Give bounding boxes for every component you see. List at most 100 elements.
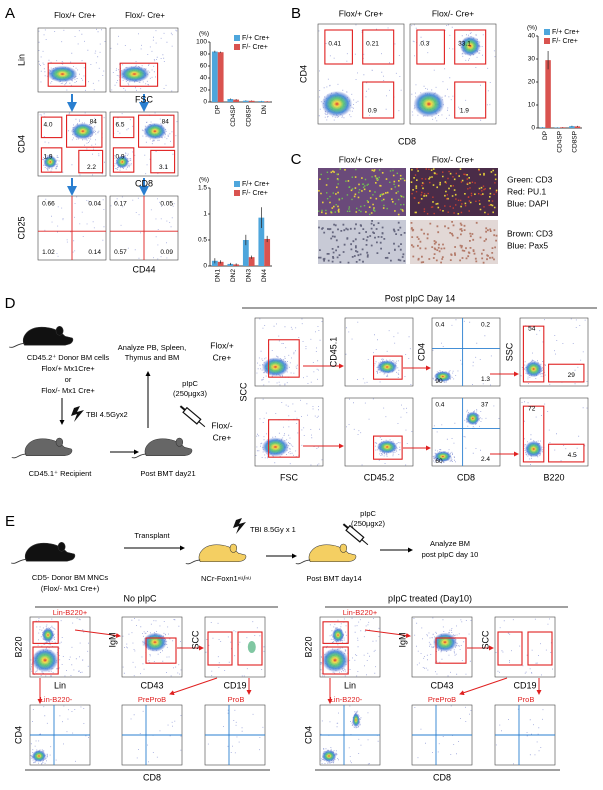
- gate: [416, 29, 445, 65]
- column-header: Flox/- Cre+: [125, 11, 165, 20]
- plot-frame: [109, 27, 179, 93]
- gate-percent: 60: [435, 458, 443, 465]
- y-tick-label: 1.5: [198, 185, 207, 192]
- bar: [242, 240, 249, 266]
- schematic-text: Analyze PB, Spleen,: [118, 343, 186, 352]
- gate-percent: 0.57: [114, 249, 127, 256]
- column-header: Flox/- Cre+: [432, 154, 474, 164]
- gate-percent: 84: [90, 118, 98, 125]
- legend-swatch: [234, 190, 240, 196]
- arrow: [74, 629, 121, 638]
- mouse-ear: [175, 437, 184, 447]
- gate: [522, 325, 545, 383]
- y-tick-label: 30: [528, 56, 536, 63]
- schematic-text: Post BMT day21: [140, 469, 195, 478]
- axis-label: SCC: [238, 382, 248, 402]
- bar: [574, 126, 581, 128]
- gate: [435, 637, 467, 664]
- y-tick-label: 1: [203, 211, 207, 218]
- schematic-text: Transplant: [134, 531, 170, 540]
- gate-percent: 0.9: [115, 154, 124, 161]
- axis-label: CD4: [303, 726, 313, 744]
- axis-label: CD45.1: [328, 337, 338, 368]
- bar: [211, 51, 218, 102]
- gate: [522, 405, 545, 463]
- gate: [112, 116, 135, 139]
- density: [31, 750, 47, 762]
- mouse-icon: [9, 326, 74, 348]
- axis-label: FSC: [135, 94, 154, 104]
- legend-label: F/- Cre+: [242, 44, 268, 51]
- stain-legend: Brown: CD3: [507, 228, 553, 238]
- panel-label: C: [291, 151, 302, 168]
- mouse-icon: [131, 437, 193, 459]
- gate: [40, 116, 63, 139]
- gate: [237, 631, 263, 666]
- x-tick-label: DP: [542, 131, 549, 140]
- y-tick-label: 100: [196, 39, 207, 46]
- y-tick-label: 20: [528, 79, 536, 86]
- gate: [207, 631, 233, 666]
- density: [321, 750, 337, 762]
- density: [376, 440, 398, 454]
- axis-label: CD8: [135, 178, 153, 188]
- bar: [248, 100, 255, 102]
- gate-label: ProB: [228, 695, 245, 704]
- axis-label: CD19: [513, 680, 536, 690]
- schematic-text: pIpC: [182, 379, 198, 388]
- stain-legend: Blue: Pax5: [507, 240, 548, 250]
- stain-legend: Green: CD3: [507, 174, 553, 184]
- y-tick-label: 0.5: [198, 237, 207, 244]
- row-label: Flox/+: [210, 340, 233, 350]
- gate: [322, 621, 349, 644]
- gate: [78, 149, 104, 174]
- gate-percent: 1.3: [481, 376, 490, 383]
- axis-label: CD43: [140, 680, 163, 690]
- panel-label: A: [5, 5, 15, 22]
- axis-label: CD8: [398, 136, 416, 146]
- density: [321, 91, 353, 117]
- plot-frame: [204, 616, 266, 678]
- cluster: [247, 641, 256, 653]
- gate-percent: 0.09: [160, 249, 173, 256]
- schematic-text: or: [65, 375, 72, 384]
- panel-label: D: [5, 295, 16, 312]
- plot-frame: [254, 397, 324, 467]
- legend-label: F/- Cre+: [242, 190, 268, 197]
- x-tick-label: CD8SP: [245, 105, 252, 127]
- density: [42, 627, 54, 643]
- schematic-text: Analyze BM: [430, 539, 470, 548]
- arrow: [169, 677, 218, 696]
- density: [434, 451, 452, 462]
- gate-percent: 0.66: [42, 200, 55, 207]
- column-header: Flox/+ Cre+: [339, 8, 383, 18]
- schematic-text: (250µgx2): [351, 519, 385, 528]
- schematic-text: CD5- Donor BM MNCs: [32, 573, 109, 582]
- bar: [217, 52, 224, 102]
- stain-legend: Red: PU.1: [507, 186, 546, 196]
- gate: [119, 62, 159, 87]
- density: [321, 648, 349, 673]
- legend-label: F/+ Cre+: [242, 35, 270, 42]
- axis-label: Lin: [54, 680, 66, 690]
- gate: [322, 646, 349, 675]
- gate: [66, 114, 103, 148]
- density: [143, 122, 167, 140]
- density: [143, 632, 167, 652]
- gate-label: PreProB: [428, 695, 456, 704]
- axis-label: CD19: [223, 680, 246, 690]
- gate-percent: 0.2: [481, 322, 490, 329]
- bar: [545, 60, 551, 128]
- mouse-icon: [11, 542, 76, 564]
- mouse-tail: [131, 453, 147, 459]
- mouse-body: [144, 438, 193, 457]
- axis-label: B220: [543, 472, 564, 482]
- gate-percent: 29: [568, 372, 576, 379]
- y-tick-label: 40: [200, 75, 208, 82]
- density: [332, 627, 344, 643]
- gate-percent: 0.4: [435, 402, 444, 409]
- axis-label: IgM: [107, 632, 117, 647]
- mouse-body: [24, 438, 73, 457]
- syringe-icon: [179, 405, 206, 428]
